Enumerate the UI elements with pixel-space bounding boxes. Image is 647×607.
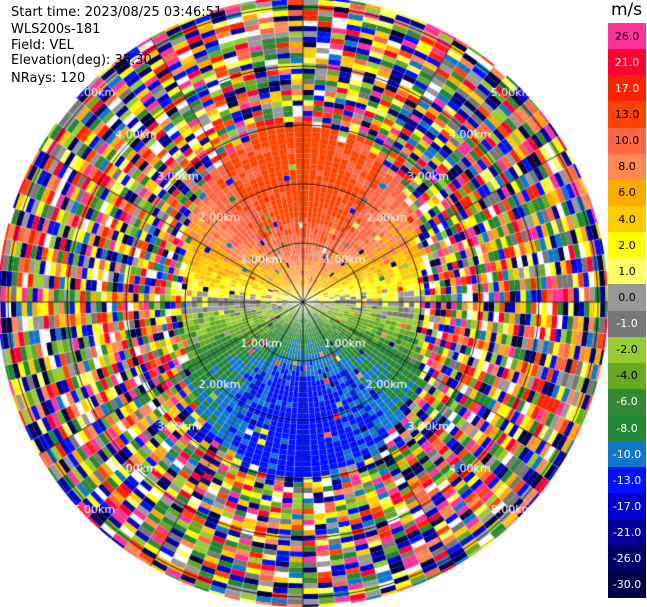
colorbar-tick-label: 13.0 bbox=[614, 107, 640, 121]
colorbar-segment bbox=[608, 179, 646, 207]
colorbar-segment bbox=[608, 127, 646, 155]
colorbar-segment bbox=[608, 75, 646, 102]
elevation-label: Elevation(deg): 35.30 bbox=[11, 53, 152, 68]
field-label: Field: VEL bbox=[11, 38, 74, 53]
colorbar-tick-label: -8.0 bbox=[616, 421, 638, 435]
colorbar-tick-label: -6.0 bbox=[616, 395, 638, 409]
colorbar-tick-label: -21.0 bbox=[612, 526, 642, 540]
colorbar: 26.0 21.0 17.0 13.0 10.0 8.0 6.0 4.0 2.0 1.0 0.0 -1… bbox=[608, 23, 646, 599]
colorbar-tick-label: 21.0 bbox=[614, 55, 640, 69]
colorbar-segment bbox=[608, 388, 646, 416]
start-time-label: Start time: 2023/08/25 03:46:51 bbox=[11, 5, 223, 20]
colorbar-tick-label: 8.0 bbox=[618, 160, 636, 174]
colorbar-segment bbox=[608, 258, 646, 285]
colorbar-tick-label: 26.0 bbox=[614, 29, 640, 43]
nrays-label: NRays: 120 bbox=[11, 71, 86, 86]
colorbar-segment bbox=[608, 232, 646, 259]
colorbar-segment bbox=[608, 467, 646, 494]
colorbar-segment bbox=[608, 519, 646, 547]
colorbar-segment bbox=[608, 23, 646, 50]
colorbar-tick-label: 4.0 bbox=[618, 212, 636, 226]
colorbar-tick-label: -10.0 bbox=[612, 447, 642, 461]
colorbar-tick-label: -1.0 bbox=[616, 317, 638, 331]
colorbar-tick-label: -2.0 bbox=[616, 343, 638, 357]
colorbar-segment bbox=[608, 545, 646, 573]
colorbar-tick-label: -13.0 bbox=[612, 473, 642, 487]
colorbar-tick-label: -26.0 bbox=[612, 552, 642, 566]
colorbar-segment bbox=[608, 205, 646, 233]
colorbar-segment bbox=[608, 310, 646, 338]
colorbar-tick-label: 10.0 bbox=[614, 134, 640, 148]
colorbar-segment bbox=[608, 284, 646, 311]
colorbar-segment bbox=[608, 153, 646, 181]
colorbar-segment bbox=[608, 101, 646, 129]
colorbar-tick-label: -30.0 bbox=[612, 578, 642, 592]
colorbar-segment bbox=[608, 441, 646, 468]
colorbar-tick-label: 2.0 bbox=[618, 238, 636, 252]
site-label: WLS200s-181 bbox=[11, 22, 101, 37]
colorbar-segment bbox=[608, 571, 646, 599]
colorbar-tick-label: 6.0 bbox=[618, 186, 636, 200]
colorbar-segment bbox=[608, 336, 646, 364]
colorbar-unit-label: m/s bbox=[611, 0, 643, 20]
colorbar-segment bbox=[608, 493, 646, 521]
colorbar-tick-label: -17.0 bbox=[612, 500, 642, 514]
colorbar-segment bbox=[608, 415, 646, 442]
colorbar-segment bbox=[608, 49, 646, 76]
colorbar-tick-label: 17.0 bbox=[614, 81, 640, 95]
colorbar-tick-label: 0.0 bbox=[618, 290, 636, 304]
colorbar-segment bbox=[608, 362, 646, 390]
colorbar-tick-label: -4.0 bbox=[616, 369, 638, 383]
colorbar-tick-label: 1.0 bbox=[618, 264, 636, 278]
